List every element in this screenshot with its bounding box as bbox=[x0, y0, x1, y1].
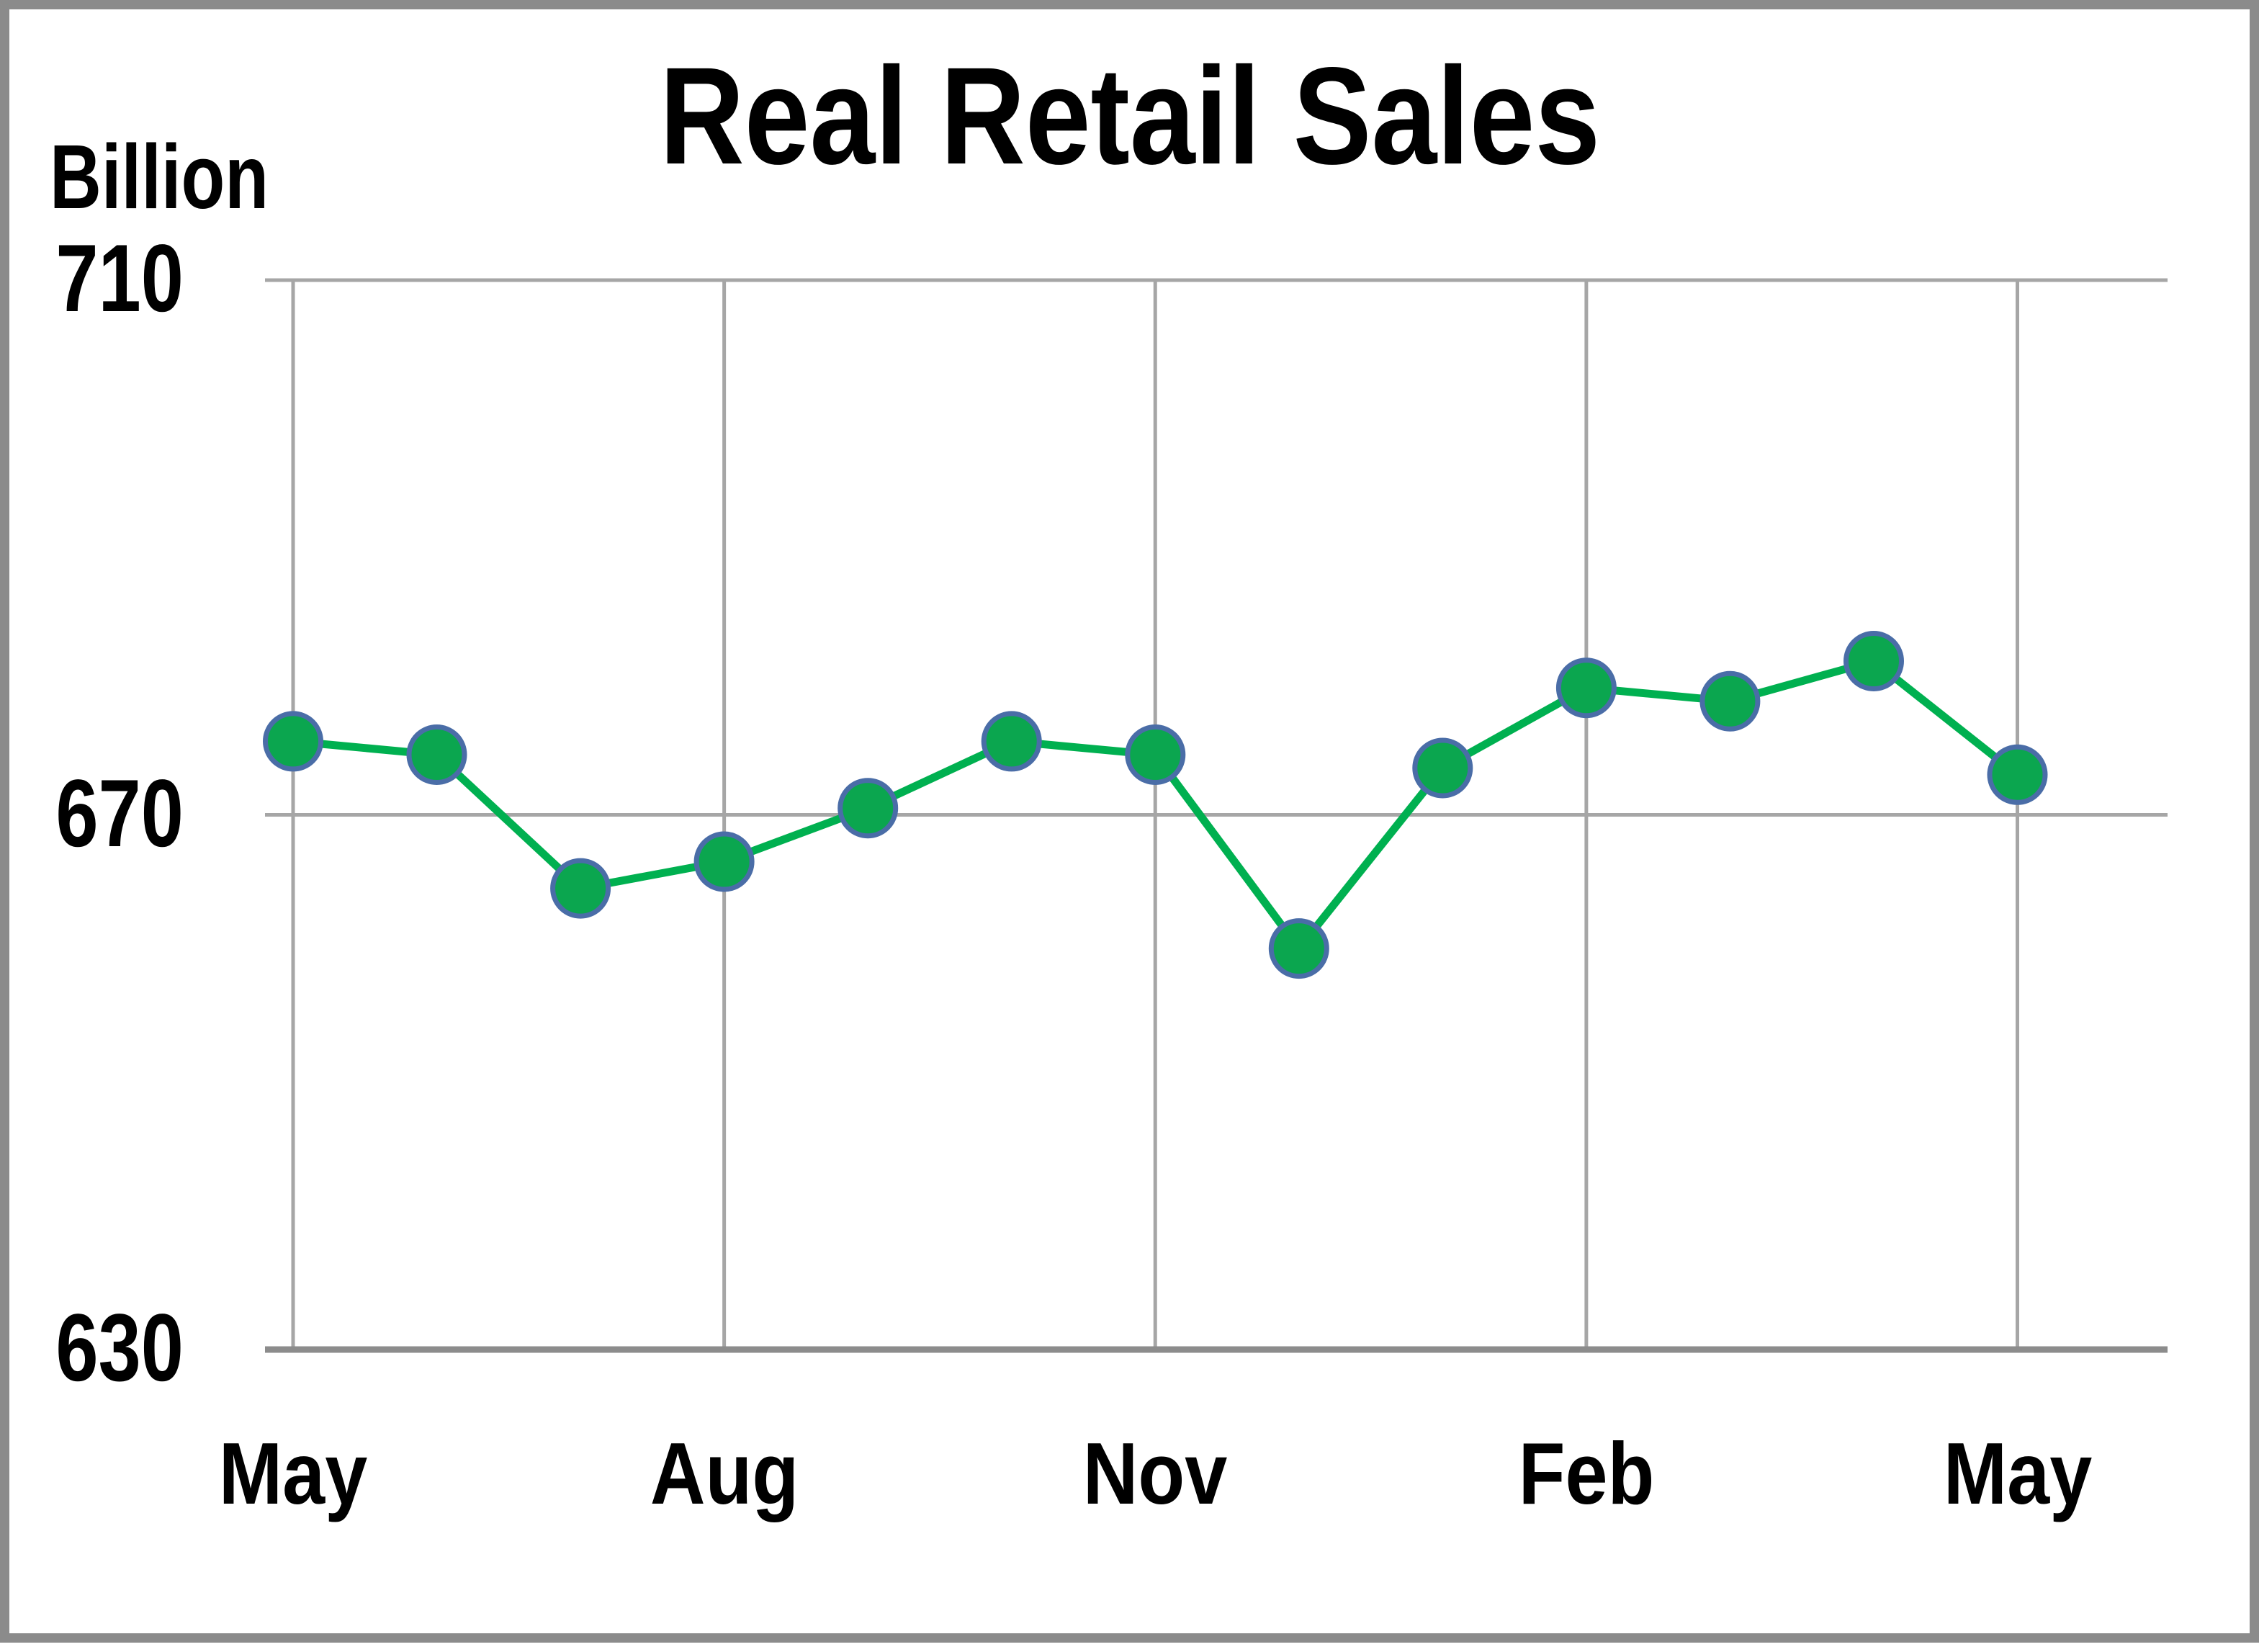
data-point-May-673 bbox=[1987, 744, 2048, 805]
data-point-Oct-675.5 bbox=[981, 711, 1042, 772]
data-point-Sep-670.5 bbox=[837, 778, 899, 839]
data-point-Dec-660 bbox=[1268, 918, 1329, 979]
x-tick-label-1-Aug: Aug bbox=[650, 1424, 799, 1522]
y-tick-label-710: 710 bbox=[55, 225, 184, 332]
x-tick-label-3-Feb: Feb bbox=[1518, 1424, 1655, 1522]
chart-title: Real Retail Sales bbox=[659, 38, 1600, 193]
data-point-Jul-664.5 bbox=[550, 858, 611, 919]
x-tick-label-0-May: May bbox=[218, 1424, 368, 1522]
vertical-gridlines bbox=[291, 280, 2019, 1350]
data-point-Apr-681.5 bbox=[1843, 631, 1904, 691]
y-tick-label-670: 670 bbox=[55, 760, 184, 867]
y-axis-unit-label: Billion bbox=[50, 126, 269, 228]
x-tick-label-2-Nov: Nov bbox=[1082, 1424, 1228, 1522]
data-point-Aug-666.5 bbox=[693, 831, 755, 892]
data-point-May-675.5 bbox=[263, 711, 323, 772]
x-tick-label-4-May: May bbox=[1943, 1424, 2092, 1522]
data-point-Nov-674.5 bbox=[1125, 724, 1186, 785]
data-point-Jun-674.5 bbox=[406, 724, 467, 785]
y-tick-label-630: 630 bbox=[55, 1295, 184, 1401]
data-point-Feb-679.5 bbox=[1555, 657, 1617, 719]
data-point-Jan-673.5 bbox=[1412, 737, 1473, 799]
data-point-Mar-678.5 bbox=[1699, 670, 1761, 732]
chart-canvas bbox=[263, 278, 2168, 1353]
horizontal-gridlines bbox=[265, 278, 2168, 817]
data-points bbox=[263, 631, 2048, 979]
